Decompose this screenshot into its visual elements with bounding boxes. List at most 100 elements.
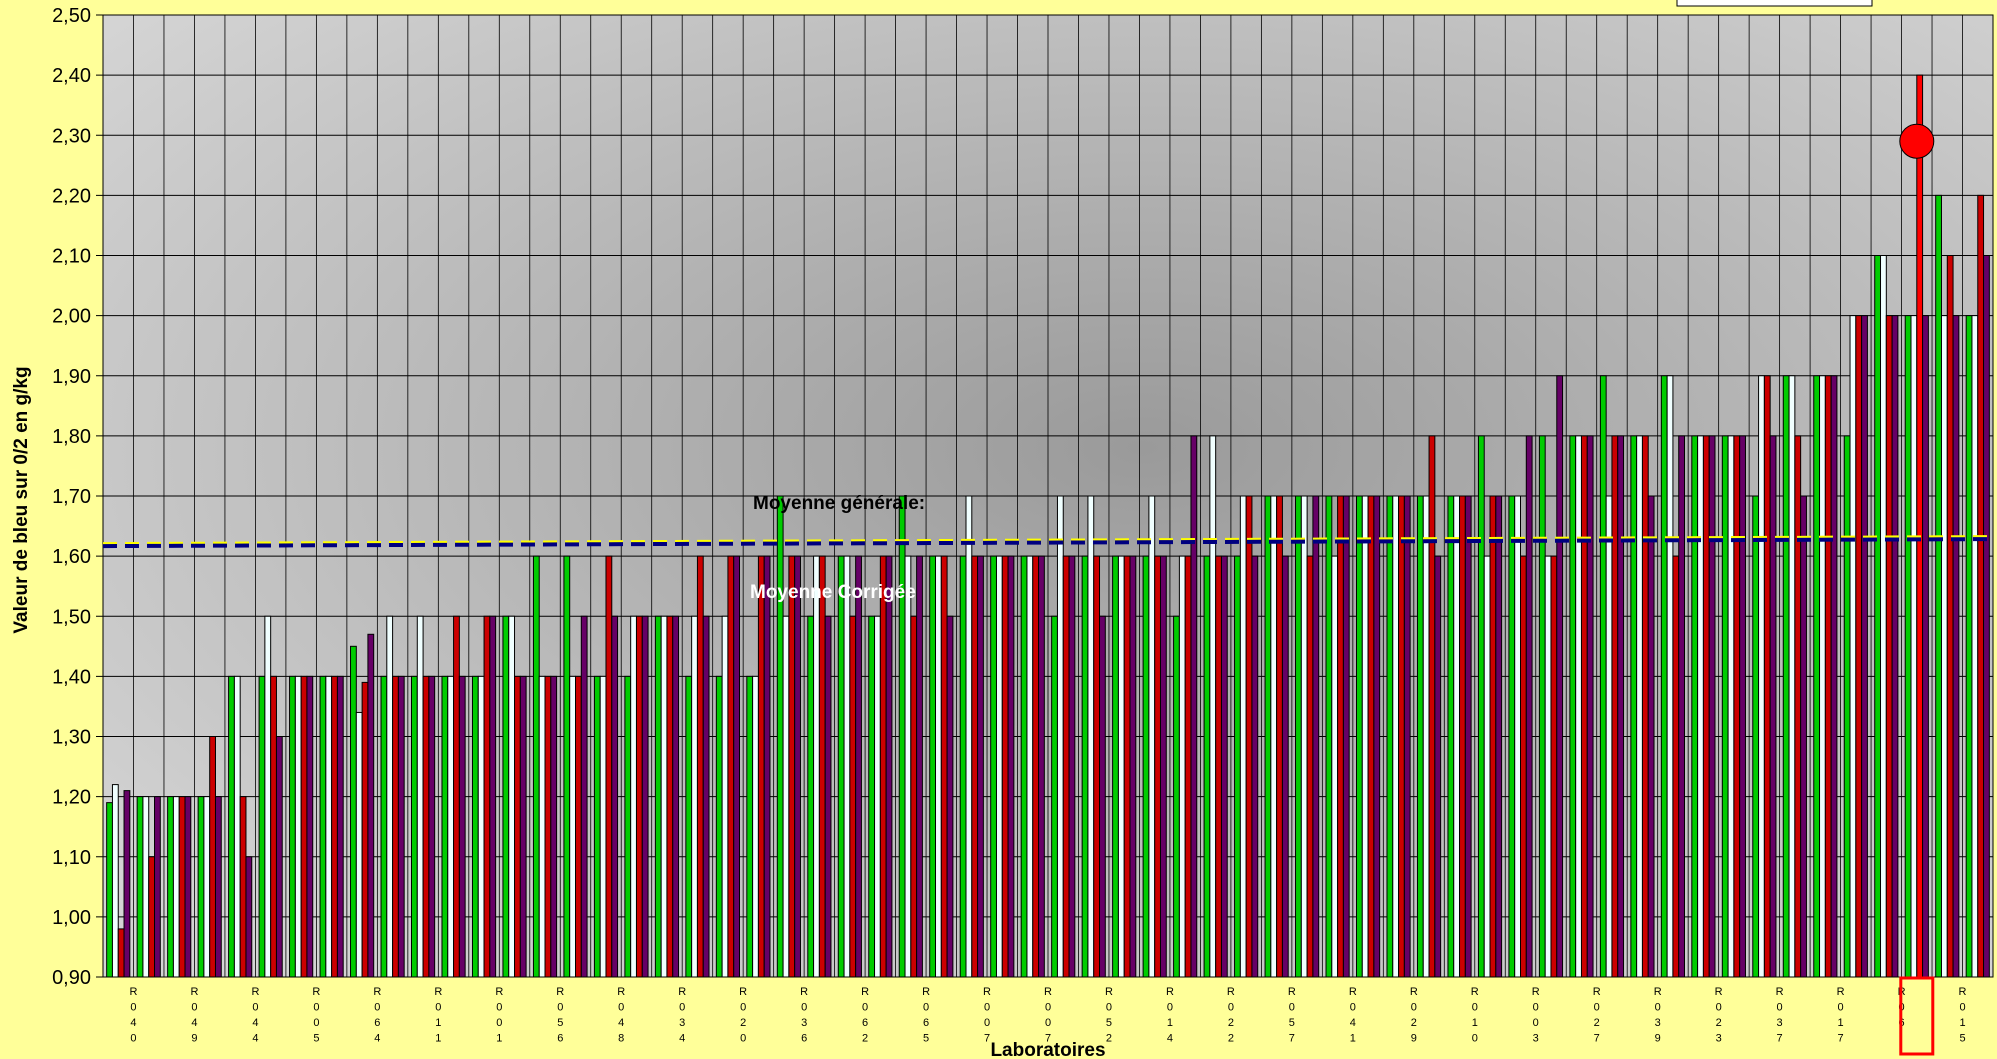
bar	[111, 784, 119, 978]
bar	[1940, 315, 1948, 978]
bar	[397, 675, 405, 978]
bar	[641, 615, 649, 978]
y-tick-label: 1,00	[52, 907, 91, 929]
bar	[1392, 495, 1400, 978]
bar	[1026, 555, 1034, 978]
bar	[416, 615, 424, 978]
bar	[209, 736, 216, 978]
bar	[1946, 255, 1954, 978]
bar	[1129, 555, 1137, 978]
bar	[696, 555, 704, 978]
bar	[289, 675, 296, 978]
bar	[1068, 555, 1076, 978]
bar	[428, 675, 436, 978]
bar	[977, 555, 984, 978]
bar	[580, 615, 588, 978]
bar	[508, 615, 516, 978]
bar	[1721, 435, 1729, 978]
y-tick-label: 1,70	[52, 486, 91, 508]
bar	[294, 675, 302, 978]
y-tick-label: 1,30	[52, 727, 91, 749]
bar	[458, 675, 466, 978]
bar	[1495, 495, 1503, 978]
y-tick-label: 2,30	[52, 125, 91, 147]
bar	[1904, 315, 1912, 978]
bar	[1794, 435, 1802, 978]
bar	[1769, 435, 1777, 978]
bar	[483, 615, 491, 978]
bar	[1051, 615, 1058, 978]
y-tick-label: 2,50	[52, 5, 91, 27]
bar	[1251, 555, 1259, 978]
bar	[1880, 255, 1887, 978]
bar	[1727, 435, 1735, 978]
bar	[519, 675, 527, 978]
bar	[965, 495, 973, 978]
bar	[1617, 435, 1625, 978]
mean-corrected-line	[102, 537, 1994, 549]
bar	[477, 675, 485, 978]
legend-box	[1676, 0, 1873, 7]
bar	[1331, 555, 1339, 978]
bar	[971, 555, 979, 978]
bar	[868, 615, 876, 978]
bar	[1525, 435, 1533, 978]
bar	[843, 555, 851, 978]
bar	[1544, 555, 1552, 978]
bar	[1245, 495, 1253, 978]
bar	[855, 555, 862, 978]
bar	[1697, 435, 1704, 978]
bar	[1373, 495, 1381, 978]
bar	[1520, 555, 1527, 978]
y-tick-label: 1,60	[52, 546, 91, 568]
bar	[807, 615, 815, 978]
bar	[630, 615, 637, 978]
bar	[1666, 375, 1674, 978]
bar	[355, 711, 363, 978]
bar	[1830, 375, 1838, 978]
bar	[336, 675, 344, 978]
bar	[264, 615, 272, 978]
y-tick-label: 2,00	[52, 306, 91, 328]
bar	[593, 675, 601, 978]
bar	[1855, 315, 1863, 978]
bar	[1007, 555, 1015, 978]
bar	[1861, 315, 1868, 978]
bar	[300, 675, 308, 978]
bar	[1203, 555, 1211, 978]
bar	[1184, 555, 1192, 978]
bar	[757, 555, 765, 978]
bar	[197, 796, 205, 978]
bar	[1306, 555, 1314, 978]
bar	[1270, 495, 1278, 978]
bar	[245, 856, 253, 978]
bar	[514, 675, 521, 978]
bar	[306, 675, 314, 978]
bar	[1453, 495, 1461, 978]
bar	[1173, 615, 1180, 978]
bar	[154, 796, 161, 978]
bar	[1032, 555, 1040, 978]
bar	[1550, 555, 1558, 978]
bar	[1874, 255, 1882, 978]
bar	[654, 615, 662, 978]
bar	[776, 495, 784, 978]
x-axis-title: Laboratoires	[990, 1040, 1105, 1059]
bar	[1758, 375, 1765, 978]
bar	[1843, 435, 1851, 978]
bar	[367, 633, 375, 978]
bar	[453, 615, 460, 978]
bar	[1800, 495, 1807, 978]
